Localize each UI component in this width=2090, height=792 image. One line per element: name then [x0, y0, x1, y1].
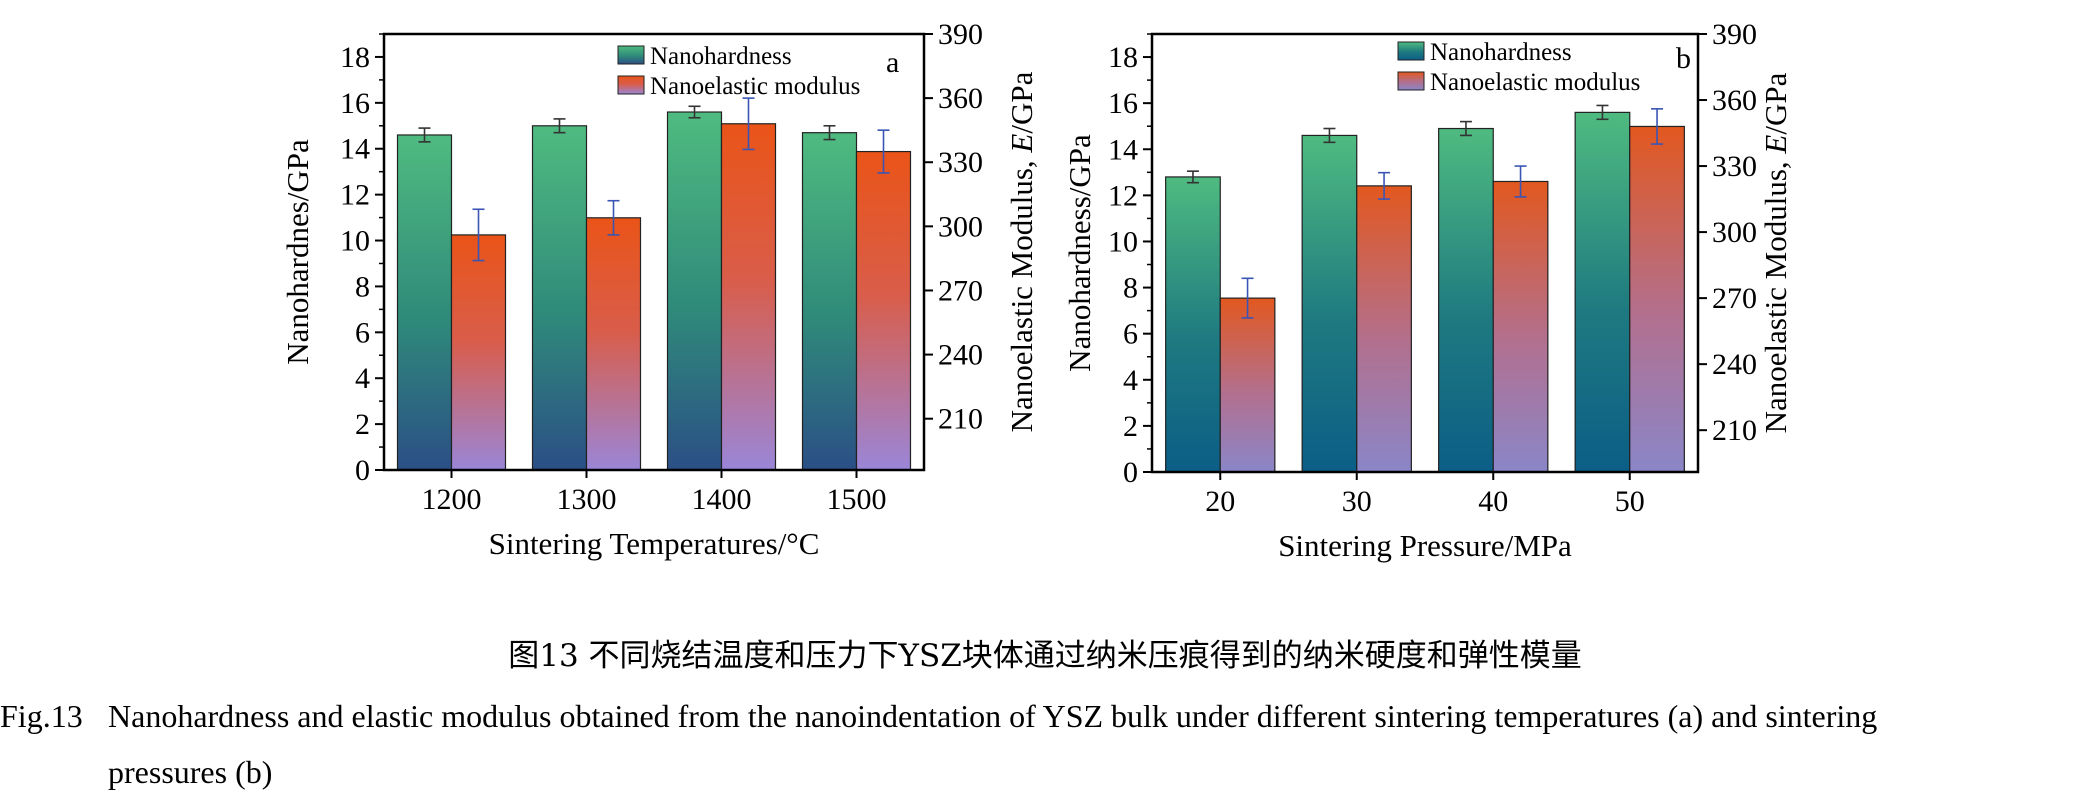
x-axis-title: Sintering Temperatures/°C — [489, 526, 820, 561]
y-right-tick-label: 360 — [938, 82, 983, 115]
panel-label: a — [886, 46, 899, 79]
x-tick-label: 30 — [1342, 485, 1372, 518]
bar-nanoelastic-modulus — [1219, 297, 1276, 473]
y-left-tick-label: 14 — [340, 133, 370, 166]
bar-nanohardness — [1574, 111, 1631, 473]
plot-frame — [1150, 32, 1700, 474]
y-left-axis-title: Nanohardnes/GPa — [280, 139, 315, 365]
y-left-tick-label: 10 — [340, 225, 370, 258]
chart-panel-b: 20 30 40 50 0 2 4 6 8 10 12 14 16 18 210 240 270 300 330 36… — [1062, 18, 1793, 563]
x-tick-label: 20 — [1205, 485, 1235, 518]
chart-panel-a: 1200 1300 1400 1500 0 2 4 6 8 10 12 14 16 18 210 240 270… — [280, 18, 1039, 561]
x-tick-label: 50 — [1615, 485, 1645, 518]
legend-swatch-nanoelastic-modulus — [1397, 71, 1425, 91]
bar-nanoelastic-modulus — [1356, 185, 1412, 473]
bar-nanohardness — [1438, 127, 1494, 473]
y-left-tick-label: 6 — [1123, 318, 1138, 351]
x-tick-label: 40 — [1478, 485, 1508, 518]
y-left-tick-label: 18 — [1108, 41, 1138, 74]
bar-nanohardness — [531, 125, 588, 471]
y-right-tick-label: 270 — [1712, 282, 1757, 315]
x-tick-label: 1400 — [692, 483, 752, 516]
y-right-tick-label: 390 — [1712, 18, 1757, 51]
y-left-tick-label: 10 — [1108, 225, 1138, 258]
legend-label-nanoelastic-modulus: Nanoelastic modulus — [1430, 69, 1640, 96]
y-left-axis-title: Nanohardness/GPa — [1062, 134, 1097, 372]
y-left-tick-label: 14 — [1108, 133, 1138, 166]
y-left-tick-label: 6 — [355, 316, 370, 349]
y-right-tick-label: 330 — [1712, 150, 1757, 183]
caption-english-line2: pressures (b) — [108, 754, 273, 790]
bar-nanohardness — [801, 132, 858, 471]
y-left-tick-label: 0 — [1123, 456, 1138, 489]
y-left-tick-label: 0 — [355, 454, 370, 487]
x-tick-label: 1500 — [827, 483, 887, 516]
y-left-tick-label: 4 — [355, 362, 370, 395]
y-left-tick-label: 4 — [1123, 364, 1138, 397]
bar-nanohardness — [396, 134, 453, 471]
y-right-tick-label: 240 — [1712, 348, 1757, 381]
x-axis-title: Sintering Pressure/MPa — [1278, 528, 1572, 563]
y-left-tick-label: 12 — [1108, 179, 1138, 212]
y-left-tick-label: 12 — [340, 179, 370, 212]
y-right-axis-title: Nanoelastic Modulus, E/GPa — [1004, 71, 1039, 432]
figure-charts: 1200 1300 1400 1500024681012141618210240270… — [280, 18, 1793, 563]
y-left-tick-label: 2 — [1123, 410, 1138, 443]
legend-swatch-nanoelastic-modulus — [617, 75, 645, 95]
panel-label: b — [1676, 42, 1691, 75]
bar-nanohardness — [1301, 134, 1358, 473]
y-right-tick-label: 210 — [1712, 414, 1757, 447]
caption-chinese: 图13 不同烧结温度和压力下YSZ块体通过纳米压痕得到的纳米硬度和弹性模量 — [508, 638, 1582, 674]
bar-nanoelastic-modulus — [1629, 125, 1685, 473]
bar-nanoelastic-modulus — [855, 150, 912, 471]
y-left-tick-label: 2 — [355, 408, 370, 441]
bar-nanoelastic-modulus — [585, 217, 642, 471]
legend-label-nanohardness: Nanohardness — [1430, 39, 1572, 66]
legend-swatch-nanohardness — [617, 45, 645, 65]
y-right-tick-label: 360 — [1712, 84, 1757, 117]
y-left-tick-label: 16 — [340, 87, 370, 120]
bar-nanoelastic-modulus — [1492, 180, 1549, 473]
y-right-tick-label: 300 — [1712, 216, 1757, 249]
bar-nanoelastic-modulus — [450, 234, 507, 471]
y-right-axis-title: Nanoelastic Modulus, E/GPa — [1758, 72, 1793, 433]
y-right-tick-label: 270 — [938, 274, 983, 307]
legend-label-nanoelastic-modulus: Nanoelastic modulus — [650, 73, 860, 100]
caption-english-line1: Nanohardness and elastic modulus obtaine… — [108, 698, 1878, 734]
y-left-tick-label: 18 — [340, 41, 370, 74]
y-right-tick-label: 210 — [938, 403, 983, 436]
y-left-tick-label: 16 — [1108, 87, 1138, 120]
plot-frame — [382, 32, 926, 472]
x-tick-label: 1300 — [557, 483, 617, 516]
bar-nanohardness — [666, 111, 723, 471]
y-left-tick-label: 8 — [355, 270, 370, 303]
caption-figure-label: Fig.13 — [0, 698, 83, 734]
y-right-tick-label: 240 — [938, 339, 983, 372]
bar-nanoelastic-modulus — [720, 123, 777, 471]
x-tick-label: 1200 — [422, 483, 482, 516]
legend-label-nanohardness: Nanohardness — [650, 43, 792, 70]
y-left-tick-label: 8 — [1123, 272, 1138, 305]
legend-swatch-nanohardness — [1397, 41, 1425, 61]
y-right-tick-label: 330 — [938, 146, 983, 179]
bar-nanohardness — [1165, 176, 1221, 473]
y-right-tick-label: 300 — [938, 210, 983, 243]
y-right-tick-label: 390 — [938, 18, 983, 51]
